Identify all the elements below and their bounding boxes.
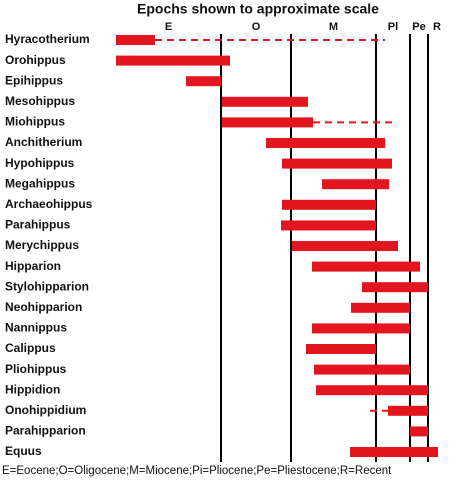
category-label: Equus	[5, 444, 42, 458]
range-bar	[316, 385, 428, 396]
range-bar	[312, 323, 410, 334]
category-label: Neohipparion	[5, 300, 82, 314]
range-bar	[116, 55, 230, 66]
range-bar	[222, 96, 308, 107]
range-bar	[186, 76, 221, 87]
category-label: Calippus	[5, 341, 56, 355]
category-label: Archaeohippus	[5, 197, 93, 211]
chart-title: Epochs shown to approximate scale	[137, 1, 379, 17]
range-bar	[351, 302, 410, 313]
range-bar	[266, 138, 385, 148]
category-label: Hyracotherium	[5, 32, 90, 46]
range-bar	[281, 220, 376, 231]
range-bar	[292, 241, 398, 251]
range-bar	[410, 426, 428, 437]
category-label: Merychippus	[5, 238, 79, 252]
epoch-label: O	[252, 21, 261, 33]
range-bar	[282, 199, 376, 210]
category-label: Nannippus	[5, 321, 67, 335]
range-bar	[282, 158, 392, 169]
range-bar	[350, 447, 438, 457]
range-bar	[322, 179, 389, 190]
category-label: Orohippus	[5, 53, 66, 67]
epoch-label: E	[165, 21, 172, 33]
range-bar	[312, 261, 420, 272]
category-label: Hipparion	[5, 259, 61, 273]
category-label: Parahipparion	[5, 424, 86, 438]
category-label: Mesohippus	[5, 94, 75, 108]
range-bar	[362, 282, 428, 293]
range-bar	[116, 35, 155, 45]
category-label: Pliohippus	[5, 362, 67, 376]
epoch-label: Pe	[412, 21, 425, 33]
range-bar	[306, 344, 376, 354]
epoch-label: R	[433, 21, 441, 33]
category-label: Parahippus	[5, 218, 71, 232]
epoch-label: M	[329, 21, 338, 33]
category-label: Onohippidium	[5, 403, 86, 417]
range-bar	[314, 364, 410, 375]
epoch-label: Pl	[388, 21, 398, 33]
category-label: Megahippus	[5, 176, 75, 190]
category-label: Epihippus	[5, 73, 63, 87]
footnote: E=Eocene;O=Oligocene;M=Miocene;Pi=Plioce…	[2, 465, 392, 477]
category-label: Miohippus	[5, 115, 65, 129]
category-label: Hippidion	[5, 382, 60, 396]
category-label: Anchitherium	[5, 135, 82, 149]
category-label: Hypohippus	[5, 156, 75, 170]
range-bar	[388, 405, 428, 416]
category-label: Stylohipparion	[5, 279, 89, 293]
range-bar	[222, 117, 313, 128]
